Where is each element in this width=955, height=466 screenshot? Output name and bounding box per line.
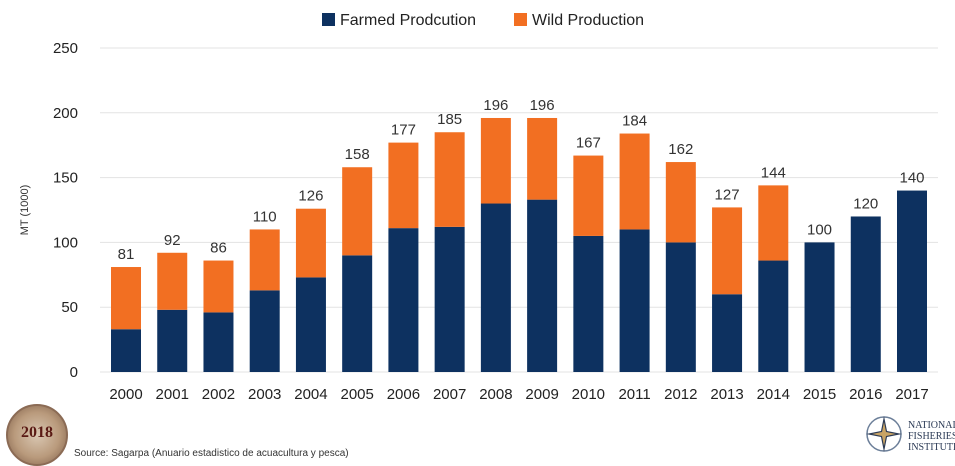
data-label-total: 158 [345,146,370,163]
bar-wild-production [480,117,511,204]
bar-wild-production [712,207,743,295]
data-label-total: 92 [164,232,181,249]
data-label-total: 185 [437,111,462,128]
bar-wild-production [665,162,696,243]
x-tick-label: 2015 [803,386,836,403]
bar-farmed-production [850,216,881,372]
data-labels: 81 92 86 110 126 158 177 185 196 196 167 184 162 127 1… [118,97,925,263]
y-tick-label: 50 [61,299,78,316]
bar-farmed-production [758,260,789,372]
x-axis-tick-labels: 2000 2001 2002 2003 2004 2005 2006 2007 2008 2009… [109,386,928,403]
y-tick-label: 0 [70,364,78,381]
x-tick-label: 2002 [202,386,235,403]
bars [111,117,927,372]
bar-farmed-production [804,242,835,372]
x-tick-label: 2011 [618,386,650,403]
x-tick-label: 2009 [525,386,558,403]
data-label-total: 177 [391,122,416,139]
y-tick-label: 150 [53,170,78,187]
data-label-total: 110 [253,208,277,225]
legend-label: Wild Production [532,12,644,29]
gridlines [100,47,938,373]
x-tick-label: 2008 [479,386,512,403]
bar-farmed-production [295,277,326,372]
data-label-total: 81 [118,246,135,263]
x-tick-label: 2013 [710,386,743,403]
bar-wild-production [388,142,419,229]
legend-swatch [514,13,527,26]
x-tick-label: 2000 [109,386,142,403]
legend-swatch [322,13,335,26]
data-label-total: 167 [576,135,601,152]
anniversary-seal-logo: 2018 [6,404,68,466]
bar-farmed-production [342,255,373,372]
bar-farmed-production [712,294,743,372]
data-label-total: 144 [761,164,786,181]
x-tick-label: 2007 [433,386,466,403]
bar-farmed-production [249,290,280,372]
x-tick-label: 2010 [572,386,605,403]
y-axis-label: MT (1000) [19,185,31,236]
bar-farmed-production [157,309,188,372]
nfi-logo-text: NATIONAL FISHERIES INSTITUTE [908,420,955,453]
bar-farmed-production [388,228,419,372]
bar-farmed-production [434,226,465,372]
data-label-total: 196 [483,97,508,114]
data-label-total: 127 [715,186,740,203]
bar-wild-production [527,117,558,200]
bar-farmed-production [619,229,650,372]
x-tick-label: 2017 [895,386,928,403]
nfi-logo: NATIONAL FISHERIES INSTITUTE [864,412,955,460]
data-label-total: 100 [807,221,832,238]
bar-farmed-production [897,190,927,372]
y-tick-label: 200 [53,105,78,122]
source-note: Source: Sagarpa (Anuario estadistico de … [74,448,349,459]
bar-farmed-production [111,329,141,372]
bar-wild-production [342,167,373,256]
legend-label: Farmed Prodcution [340,12,476,29]
bar-wild-production [203,260,234,313]
data-label-total: 140 [899,170,924,187]
x-tick-label: 2012 [664,386,697,403]
data-label-total: 120 [853,195,878,212]
bar-wild-production [758,185,789,261]
bar-farmed-production [527,199,558,372]
x-tick-label: 2001 [156,386,189,403]
legend: Farmed Prodcution Wild Production [322,12,644,29]
bar-farmed-production [665,242,696,372]
y-axis-ticks: 0 50 100 150 200 250 [53,40,78,381]
bar-farmed-production [480,203,511,372]
data-label-total: 86 [210,240,227,257]
y-tick-label: 100 [53,234,78,251]
x-tick-label: 2014 [757,386,790,403]
bar-wild-production [573,155,604,236]
data-label-total: 196 [530,97,555,114]
x-tick-label: 2004 [294,386,327,403]
bar-wild-production [434,132,465,227]
x-tick-label: 2006 [387,386,420,403]
bar-farmed-production [573,235,604,372]
bar-wild-production [249,229,280,291]
data-label-total: 162 [668,141,693,158]
bar-wild-production [619,133,650,230]
compass-rose-icon [866,416,902,452]
bar-wild-production [295,208,326,278]
x-tick-label: 2003 [248,386,281,403]
x-tick-label: 2016 [849,386,882,403]
bar-farmed-production [203,312,234,372]
bar-wild-production [157,252,188,310]
seal-year: 2018 [21,424,53,441]
y-tick-label: 250 [53,40,78,57]
bar-wild-production [111,267,141,330]
data-label-total: 184 [622,113,647,130]
data-label-total: 126 [298,188,323,205]
x-tick-label: 2005 [340,386,373,403]
